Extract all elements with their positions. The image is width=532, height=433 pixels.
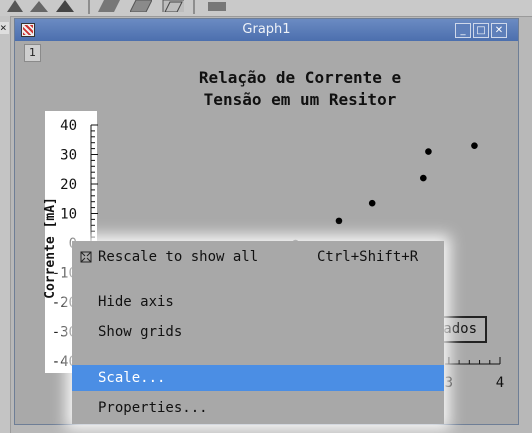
data-point[interactable] — [425, 148, 432, 155]
background-window-edge: × — [0, 16, 11, 433]
y-tick-label: -30 — [52, 325, 77, 341]
line-tool-icon[interactable] — [98, 0, 120, 12]
data-point[interactable] — [335, 217, 343, 225]
data-point[interactable] — [368, 199, 376, 207]
window-titlebar[interactable]: Graph1 _ □ ✕ — [15, 19, 518, 41]
y-tick-label: 10 — [60, 207, 77, 223]
menu-item-label: Scale... — [98, 370, 166, 386]
menu-item-shortcut: Ctrl+Shift+R — [317, 249, 419, 265]
draw-tool-icon[interactable] — [54, 0, 76, 12]
menu-item-label: Show grids — [98, 324, 183, 340]
app-icon[interactable] — [21, 23, 35, 37]
menu-item-show-grids[interactable]: Show grids — [72, 319, 444, 345]
main-toolbar — [0, 0, 532, 17]
menu-item-label: Rescale to show all — [98, 249, 259, 265]
box-tool-icon[interactable] — [162, 0, 184, 12]
y-tick-label: 30 — [60, 148, 77, 164]
data-point[interactable] — [471, 142, 478, 149]
y-tick-label: -20 — [52, 295, 77, 311]
maximize-button[interactable]: □ — [473, 23, 489, 38]
toolbar-separator — [88, 0, 90, 14]
plot-title-line-1: Relação de Corrente e — [198, 68, 402, 87]
rescale-icon — [80, 251, 92, 263]
tab-layer-1[interactable]: 1 — [24, 44, 41, 62]
plot-title: Relação de Corrente e Tensão em um Resit… — [155, 67, 445, 111]
y-tick-label: 40 — [60, 118, 77, 134]
camera-tool-icon[interactable] — [206, 0, 228, 12]
data-point[interactable] — [420, 174, 427, 182]
y-tick-label: -10 — [52, 266, 77, 282]
x-tick-label: 4 — [496, 375, 504, 391]
close-icon[interactable]: × — [0, 22, 9, 34]
x-tick-label: 3 — [445, 375, 453, 391]
y-tick-label: -40 — [52, 354, 77, 370]
area-tool-icon[interactable] — [130, 0, 152, 12]
close-button[interactable]: ✕ — [491, 23, 507, 38]
window-title: Graph1 — [242, 22, 291, 37]
minimize-button[interactable]: _ — [455, 23, 471, 38]
menu-item-rescale[interactable]: Rescale to show all Ctrl+Shift+R — [72, 244, 444, 270]
menu-item-label: Hide axis — [98, 294, 174, 310]
zoom-tool-icon[interactable] — [28, 0, 50, 12]
y-tick-label: 20 — [60, 177, 77, 193]
toolbar-separator — [193, 0, 195, 14]
menu-item-scale[interactable]: Scale... — [72, 365, 444, 391]
menu-item-label: Properties... — [98, 400, 208, 416]
pointer-tool-icon[interactable] — [4, 0, 26, 12]
menu-item-properties[interactable]: Properties... — [72, 395, 444, 421]
y-axis-label: Corrente [mA] — [43, 197, 58, 299]
menu-item-hide-axis[interactable]: Hide axis — [72, 289, 444, 315]
context-menu: Rescale to show all Ctrl+Shift+R Hide ax… — [72, 241, 444, 424]
plot-title-line-2: Tensão em um Resitor — [203, 90, 397, 109]
